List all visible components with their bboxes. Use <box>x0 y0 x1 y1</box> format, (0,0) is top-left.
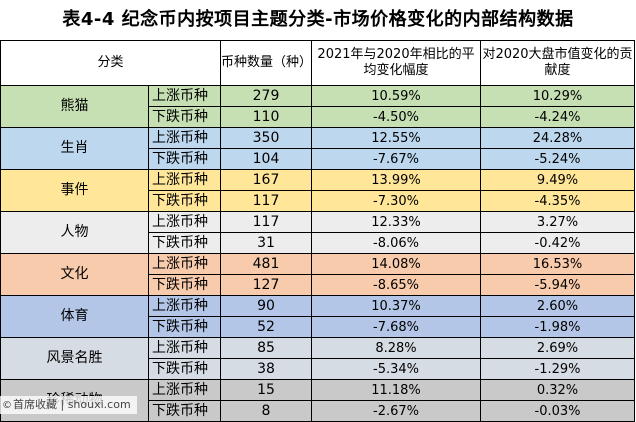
table-row: 体育 上涨币种 90 10.37% 2.60% <box>0 295 636 338</box>
direction-cell: 上涨币种 <box>147 253 222 275</box>
contribution-cell: 3.27% <box>480 211 636 233</box>
count-cell: 8 <box>220 400 313 422</box>
contribution-cell: 2.60% <box>480 295 636 317</box>
table-row: 人物 上涨币种 117 12.33% 3.27% <box>0 211 636 254</box>
count-cell: 90 <box>220 295 313 317</box>
group-label: 生肖 <box>0 127 149 170</box>
contribution-cell: -1.29% <box>480 358 636 380</box>
table-row: 熊猫 上涨币种 279 10.59% 10.29% <box>0 85 636 128</box>
direction-cell: 上涨币种 <box>147 85 222 107</box>
avg-change-cell: 14.08% <box>311 253 482 275</box>
table-row: 事件 上涨币种 167 13.99% 9.49% <box>0 169 636 212</box>
count-cell: 104 <box>220 148 313 170</box>
count-cell: 52 <box>220 316 313 338</box>
header-count: 币种数量（种） <box>220 40 313 86</box>
avg-change-cell: 12.55% <box>311 127 482 149</box>
contribution-cell: -4.24% <box>480 106 636 128</box>
avg-change-cell: -8.65% <box>311 274 482 296</box>
contribution-cell: -5.24% <box>480 148 636 170</box>
group-label: 熊猫 <box>0 85 149 128</box>
watermark: ©首席收藏 | shouxi.com <box>0 396 137 414</box>
group-label: 风景名胜 <box>0 337 149 380</box>
avg-change-cell: -4.50% <box>311 106 482 128</box>
avg-change-cell: -2.67% <box>311 400 482 422</box>
watermark-text: 首席收藏 | shouxi.com <box>13 398 131 411</box>
count-cell: 127 <box>220 274 313 296</box>
count-cell: 481 <box>220 253 313 275</box>
header-row: 分类 币种数量（种） 2021年与2020年相比的平均变化幅度 对2020大盘市… <box>0 40 636 86</box>
direction-cell: 上涨币种 <box>147 127 222 149</box>
direction-cell: 下跌币种 <box>147 106 222 128</box>
direction-cell: 下跌币种 <box>147 316 222 338</box>
count-cell: 279 <box>220 85 313 107</box>
contribution-cell: -0.42% <box>480 232 636 254</box>
avg-change-cell: -5.34% <box>311 358 482 380</box>
table-body: 熊猫 上涨币种 279 10.59% 10.29% 下跌币种 110 -4.50% -4.24%… <box>0 85 636 422</box>
direction-cell: 下跌币种 <box>147 400 222 422</box>
group-label: 文化 <box>0 253 149 296</box>
direction-cell: 上涨币种 <box>147 169 222 191</box>
count-cell: 350 <box>220 127 313 149</box>
avg-change-cell: -8.06% <box>311 232 482 254</box>
direction-cell: 下跌币种 <box>147 190 222 212</box>
header-avg-change: 2021年与2020年相比的平均变化幅度 <box>311 40 482 86</box>
table-row: 下跌币种 38 -5.34% -1.29% <box>1 358 636 380</box>
count-cell: 110 <box>220 106 313 128</box>
avg-change-cell: 8.28% <box>311 337 482 359</box>
table-row: 风景名胜 上涨币种 85 8.28% 2.69% <box>0 337 636 380</box>
contribution-cell: 2.69% <box>480 337 636 359</box>
direction-cell: 下跌币种 <box>147 148 222 170</box>
direction-cell: 上涨币种 <box>147 379 222 401</box>
avg-change-cell: 10.37% <box>311 295 482 317</box>
contribution-cell: -4.35% <box>480 190 636 212</box>
table-row: 生肖 上涨币种 350 12.55% 24.28% <box>0 127 636 170</box>
count-cell: 167 <box>220 169 313 191</box>
direction-cell: 下跌币种 <box>147 274 222 296</box>
direction-cell: 下跌币种 <box>147 232 222 254</box>
direction-cell: 下跌币种 <box>147 358 222 380</box>
group-label: 事件 <box>0 169 149 212</box>
table-row: 文化 上涨币种 481 14.08% 16.53% <box>0 253 636 296</box>
contribution-cell: -0.03% <box>480 400 636 422</box>
count-cell: 15 <box>220 379 313 401</box>
contribution-cell: -1.98% <box>480 316 636 338</box>
table-title: 表4-4 纪念币内按项目主题分类-市场价格变化的内部结构数据 <box>62 9 574 30</box>
avg-change-cell: 13.99% <box>311 169 482 191</box>
contribution-cell: 10.29% <box>480 85 636 107</box>
count-cell: 117 <box>220 190 313 212</box>
table-row: 下跌币种 52 -7.68% -1.98% <box>1 316 636 338</box>
direction-cell: 上涨币种 <box>147 337 222 359</box>
contribution-cell: -5.94% <box>480 274 636 296</box>
contribution-cell: 0.32% <box>480 379 636 401</box>
header-contribution: 对2020大盘市值变化的贡献度 <box>480 40 636 86</box>
table-row: 下跌币种 127 -8.65% -5.94% <box>1 274 636 296</box>
avg-change-cell: 12.33% <box>311 211 482 233</box>
direction-cell: 上涨币种 <box>147 295 222 317</box>
data-table: 分类 币种数量（种） 2021年与2020年相比的平均变化幅度 对2020大盘市… <box>0 40 636 422</box>
direction-cell: 上涨币种 <box>147 211 222 233</box>
copyright-icon: © <box>2 400 12 411</box>
table-row: 下跌币种 117 -7.30% -4.35% <box>1 190 636 212</box>
avg-change-cell: -7.67% <box>311 148 482 170</box>
count-cell: 38 <box>220 358 313 380</box>
group-label: 体育 <box>0 295 149 338</box>
contribution-cell: 16.53% <box>480 253 636 275</box>
avg-change-cell: 11.18% <box>311 379 482 401</box>
contribution-cell: 9.49% <box>480 169 636 191</box>
contribution-cell: 24.28% <box>480 127 636 149</box>
avg-change-cell: -7.68% <box>311 316 482 338</box>
count-cell: 31 <box>220 232 313 254</box>
avg-change-cell: 10.59% <box>311 85 482 107</box>
avg-change-cell: -7.30% <box>311 190 482 212</box>
group-label: 人物 <box>0 211 149 254</box>
table-row: 下跌币种 31 -8.06% -0.42% <box>1 232 636 254</box>
table-row: 下跌币种 110 -4.50% -4.24% <box>1 106 636 128</box>
count-cell: 117 <box>220 211 313 233</box>
header-category: 分类 <box>0 40 222 86</box>
count-cell: 85 <box>220 337 313 359</box>
